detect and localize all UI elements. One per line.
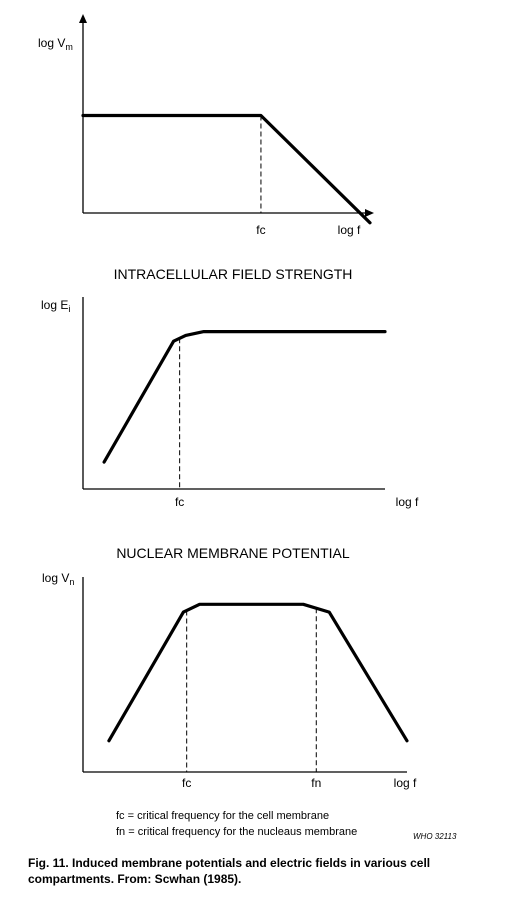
y-axis-label: log Vn (42, 571, 74, 587)
chart-2: INTRACELLULAR FIELD STRENGTH log Ei log f f… (41, 266, 419, 509)
chart-3: NUCLEAR MEMBRANE POTENTIAL log Vn log f fc f… (42, 545, 417, 790)
y-axis-label-main: log V (42, 571, 69, 585)
chart-1: log Vm log f fc (38, 18, 372, 237)
marker-label-fc: fc (256, 223, 265, 237)
marker-label-fn: fn (311, 776, 321, 790)
chart-title: INTRACELLULAR FIELD STRENGTH (114, 266, 353, 282)
series-line (81, 113, 372, 225)
x-axis-label: log f (338, 223, 361, 237)
marker-label-fc: fc (182, 776, 191, 790)
y-axis-label-sub: n (69, 577, 74, 587)
y-axis-label-main: log E (41, 298, 68, 312)
figure-code: WHO 32113 (413, 832, 457, 841)
y-axis-label: log Vm (38, 36, 73, 52)
y-axis-label: log Ei (41, 298, 70, 314)
chart-title: NUCLEAR MEMBRANE POTENTIAL (116, 545, 350, 561)
x-axis-arrow (365, 209, 374, 217)
x-axis-label: log f (396, 495, 419, 509)
y-axis-label-main: log V (38, 36, 65, 50)
series-line (107, 602, 409, 743)
y-axis-label-sub: m (65, 42, 73, 52)
series-line (102, 330, 387, 464)
legend-note-fc: fc = critical frequency for the cell mem… (116, 810, 330, 822)
y-axis-arrow (79, 14, 87, 23)
x-axis-label: log f (394, 776, 417, 790)
legend-notes: fc = critical frequency for the cell mem… (116, 808, 357, 840)
legend-note-fn: fn = critical frequency for the nucleaus… (116, 826, 358, 838)
y-axis-label-sub: i (68, 304, 70, 314)
figure-caption: Fig. 11. Induced membrane potentials and… (28, 856, 431, 886)
marker-label-fc: fc (175, 495, 184, 509)
